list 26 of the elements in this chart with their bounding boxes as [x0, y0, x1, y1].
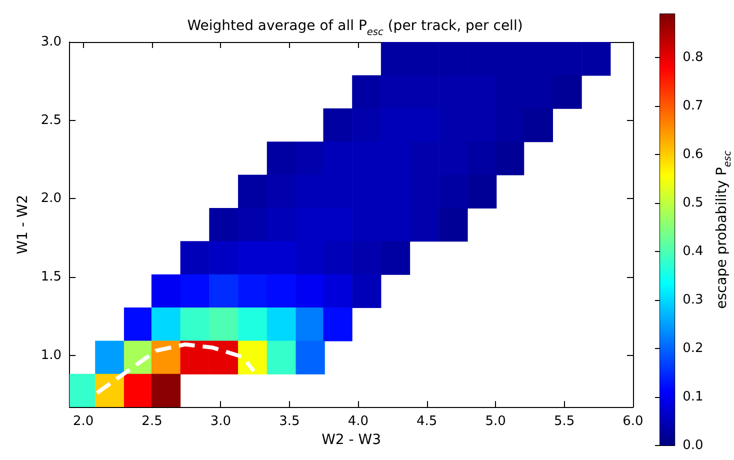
color-bar-label: 0.5 [682, 196, 704, 211]
y-tick-label: 3.0 [40, 34, 62, 50]
color-bar-label: 0.6 [682, 147, 704, 162]
x-tick-label: 3.5 [279, 414, 300, 430]
x-tick-label: 5.5 [554, 414, 575, 430]
x-tick-label: 2.5 [142, 414, 162, 430]
color-bar-label: 0.7 [682, 98, 704, 114]
y-tick-label: 1.0 [40, 348, 62, 363]
x-tick-label: 4.5 [416, 414, 438, 430]
color-bar-label: 0.8 [682, 50, 704, 66]
x-tick-label: 5.0 [485, 414, 506, 430]
color-bar-label: 0.2 [682, 341, 704, 356]
color-bar-title: escape probability Pesc [714, 150, 734, 309]
color-bar-label: 0.0 [682, 438, 704, 453]
color-bar-label: 0.1 [682, 390, 704, 405]
x-tick-label: 2.0 [72, 414, 94, 430]
y-tick-label: 2.0 [40, 191, 62, 206]
y-tick-label: 1.5 [40, 270, 62, 285]
y-tick-label: 2.5 [40, 112, 62, 128]
color-bar-label: 0.4 [682, 244, 704, 260]
y-axis-title: W1 - W2 [15, 194, 31, 254]
x-tick-label: 4.0 [348, 414, 368, 430]
x-axis-title: W2 - W3 [322, 432, 382, 448]
color-bar-label: 0.3 [682, 292, 704, 308]
x-tick-label: 6.0 [622, 414, 644, 430]
x-tick-label: 3.0 [210, 414, 232, 430]
